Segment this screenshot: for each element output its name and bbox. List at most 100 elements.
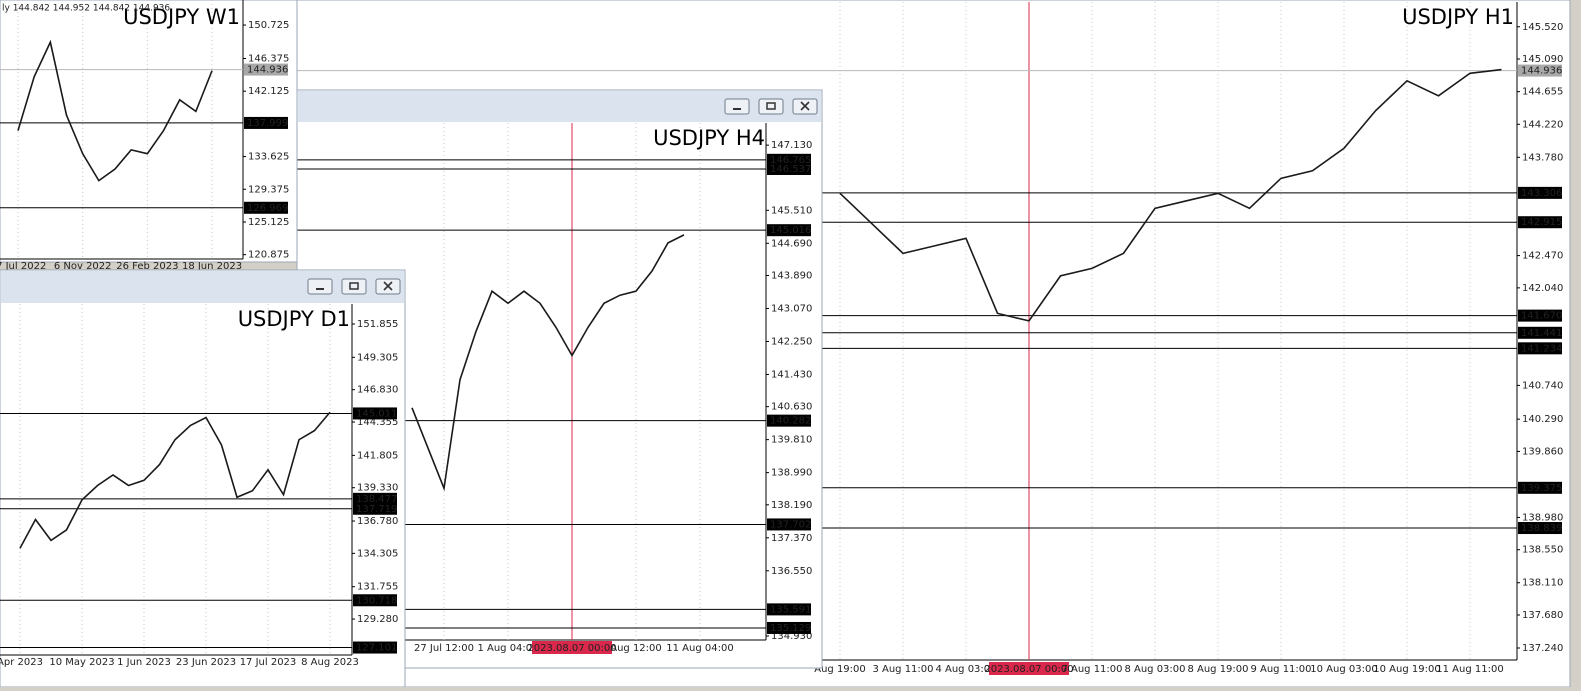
level-label-bg xyxy=(244,201,288,214)
level-label: 141.234 xyxy=(1521,343,1562,354)
price-line xyxy=(839,68,1502,322)
title-bar xyxy=(1,271,404,303)
window-button[interactable] xyxy=(341,278,367,295)
level-label-bg xyxy=(767,518,811,531)
y-tick-label: 140.290 xyxy=(1522,414,1563,425)
y-tick-label: 144.690 xyxy=(771,238,812,249)
level-label-bg xyxy=(767,414,811,427)
x-tick-label: 3 Aug 11:00 xyxy=(872,664,933,675)
chart-window: 150.725 146.375 142.125 133.625 129.375 125.1… xyxy=(0,0,298,272)
level-label-bg xyxy=(1518,186,1562,199)
level-label-bg xyxy=(353,407,397,420)
y-tick-label: 137.240 xyxy=(1522,643,1563,654)
y-tick-label: 134.305 xyxy=(357,548,398,559)
level-label-bg xyxy=(353,594,397,607)
level-label: 141.441 xyxy=(1521,328,1562,339)
level-label-bg xyxy=(767,153,811,166)
plot-area xyxy=(0,304,352,655)
y-tick-label: 138.550 xyxy=(1522,545,1563,556)
y-tick-label: 142.040 xyxy=(1522,283,1563,294)
y-tick-label: 138.980 xyxy=(1522,512,1563,523)
level-label: 126.969 xyxy=(247,203,288,214)
level-label-bg xyxy=(1518,342,1562,355)
x-tick-label: 2023.08.07 00:00 xyxy=(527,643,616,654)
price-line xyxy=(17,39,213,182)
y-tick-label: 143.780 xyxy=(1522,152,1563,163)
level-label-bg xyxy=(1518,326,1562,339)
window-button[interactable] xyxy=(724,98,750,115)
y-tick-label: 139.330 xyxy=(357,483,398,494)
x-tick-label: 18 Jun 2023 xyxy=(182,261,242,272)
window-button[interactable] xyxy=(307,278,333,295)
y-tick-label: 136.550 xyxy=(771,566,812,577)
level-label-bg xyxy=(1518,309,1562,322)
current-price-bg xyxy=(1518,64,1562,77)
y-tick-label: 140.740 xyxy=(1522,380,1563,391)
level-label: 139.375 xyxy=(1521,483,1562,494)
current-price-label: 144.936 xyxy=(247,65,288,76)
level-label: 135.591 xyxy=(770,604,811,615)
window-button[interactable] xyxy=(758,98,784,115)
y-tick-label: 143.070 xyxy=(771,303,812,314)
level-label: 137.719 xyxy=(356,504,397,515)
y-tick-label: 137.370 xyxy=(771,533,812,544)
y-tick-label: 149.305 xyxy=(357,352,398,363)
y-tick-label: 140.630 xyxy=(771,402,812,413)
x-tick-label: 7 Aug 11:00 xyxy=(1061,664,1122,675)
y-tick-label: 129.280 xyxy=(357,614,398,625)
chart-title: USDJPY H4 xyxy=(653,126,765,150)
x-tick-label: 8 Aug 2023 xyxy=(301,657,359,668)
crosshair-label-bg xyxy=(989,662,1069,675)
x-tick-label: 9 Aug 11:00 xyxy=(1250,664,1311,675)
y-tick-label: 131.755 xyxy=(357,582,398,593)
price-line xyxy=(411,234,685,492)
crosshair-label-bg xyxy=(532,641,612,654)
y-tick-label: 142.250 xyxy=(771,336,812,347)
x-tick-label: Aug 12:00 xyxy=(610,643,662,654)
y-tick-label: 138.990 xyxy=(771,468,812,479)
x-tick-label: Apr 2023 xyxy=(0,657,43,668)
y-tick-label: 147.130 xyxy=(771,140,812,151)
level-label-bg xyxy=(353,492,397,505)
y-tick-label: 146.375 xyxy=(248,54,289,65)
level-label: 127.101 xyxy=(356,643,397,654)
chart-title: USDJPY W1 xyxy=(123,5,240,29)
ohlc-info: ly 144.842 144.952 144.842 144.936 xyxy=(2,4,170,14)
x-tick-label: 6 Nov 2022 xyxy=(54,261,112,272)
level-label: 146.537 xyxy=(770,164,811,175)
chart-window: 151.855 149.305 146.830 144.355 141.805 139.3… xyxy=(0,269,406,688)
level-label: 145.011 xyxy=(356,408,397,419)
y-tick-label: 136.780 xyxy=(357,516,398,527)
y-tick-label: 144.655 xyxy=(1522,87,1563,98)
x-tick-label: 11 Aug 11:00 xyxy=(1436,664,1503,675)
y-tick-label: 143.890 xyxy=(771,270,812,281)
x-tick-label: Aug 19:00 xyxy=(814,664,866,675)
y-tick-label: 139.810 xyxy=(771,435,812,446)
y-tick-label: 142.470 xyxy=(1522,251,1563,262)
y-tick-label: 145.520 xyxy=(1522,22,1563,33)
x-tick-label: 2023.08.07 00:00 xyxy=(984,664,1073,675)
y-tick-label: 138.110 xyxy=(1522,578,1563,589)
y-tick-label: 144.220 xyxy=(1522,119,1563,130)
y-tick-label: 145.510 xyxy=(771,205,812,216)
level-label-bg xyxy=(767,224,811,237)
y-tick-label: 151.855 xyxy=(357,319,398,330)
price-line xyxy=(19,411,331,549)
x-tick-label: 17 Jul 2022 xyxy=(0,261,46,272)
y-tick-label: 134.930 xyxy=(771,631,812,642)
current-price-bg xyxy=(244,63,288,76)
level-label: 130.718 xyxy=(356,595,397,606)
level-label: 137.999 xyxy=(247,118,288,129)
y-tick-label: 150.725 xyxy=(248,20,289,31)
y-tick-label: 125.125 xyxy=(248,217,289,228)
y-tick-label: 145.090 xyxy=(1522,54,1563,65)
y-tick-label: 129.375 xyxy=(248,184,289,195)
level-label-bg xyxy=(244,116,288,129)
x-tick-label: 17 Jul 2023 xyxy=(240,657,297,668)
x-tick-label: 10 Aug 03:00 xyxy=(1310,664,1377,675)
y-tick-label: 139.860 xyxy=(1522,446,1563,457)
y-tick-label: 141.430 xyxy=(771,369,812,380)
level-label: 138.477 xyxy=(356,494,397,505)
level-label-bg xyxy=(1518,522,1562,535)
level-label: 135.129 xyxy=(770,623,811,634)
